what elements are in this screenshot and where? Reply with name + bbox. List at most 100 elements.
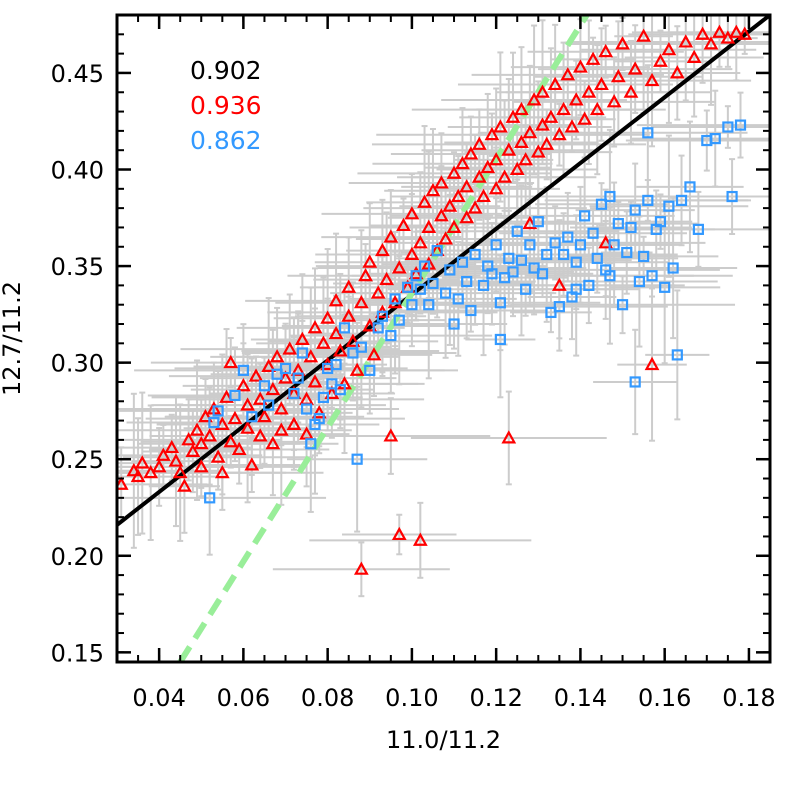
triangle-marker — [252, 391, 268, 405]
triangle-marker — [459, 210, 475, 224]
square-marker — [604, 190, 616, 203]
triangle-marker — [703, 36, 719, 50]
square-marker — [612, 217, 624, 230]
triangle-marker — [653, 53, 668, 67]
triangle-marker — [493, 119, 508, 133]
triangle-marker — [244, 457, 260, 471]
solid-fit-line — [117, 15, 770, 527]
triangle-marker — [589, 101, 605, 116]
triangle-marker — [412, 235, 428, 249]
triangle-marker — [547, 76, 563, 91]
square-marker — [461, 275, 473, 288]
square-marker — [545, 306, 557, 319]
square-marker — [579, 210, 591, 222]
triangle-marker — [471, 169, 487, 183]
triangle-marker — [164, 439, 180, 454]
triangle-marker — [181, 432, 196, 446]
square-marker — [208, 416, 220, 429]
triangle-marker — [362, 318, 378, 332]
y-tick-label: 0.45 — [51, 60, 104, 88]
y-tick-label: 0.25 — [51, 446, 104, 474]
triangle-marker — [193, 459, 209, 473]
square-marker — [486, 268, 498, 280]
triangle-marker — [328, 325, 344, 340]
triangle-marker — [366, 347, 382, 361]
square-marker — [616, 299, 629, 311]
triangle-marker — [606, 94, 622, 108]
triangle-marker — [678, 34, 694, 48]
triangle-marker — [269, 349, 285, 363]
triangle-marker — [695, 26, 710, 40]
triangle-marker — [598, 43, 614, 58]
triangle-marker — [341, 308, 357, 322]
annotation-red: 0.936 — [190, 91, 262, 120]
square-marker — [532, 216, 544, 228]
triangle-marker — [551, 126, 567, 141]
triangle-marker — [412, 532, 428, 546]
triangle-marker — [345, 333, 361, 347]
square-marker — [642, 127, 654, 139]
triangle-marker — [560, 67, 576, 81]
triangle-marker — [202, 428, 218, 442]
triangle-marker — [261, 358, 277, 373]
square-marker — [431, 245, 443, 257]
triangle-marker — [278, 370, 293, 384]
triangle-marker — [644, 72, 660, 87]
y-tick-label: 0.15 — [51, 639, 104, 667]
triangle-marker — [383, 229, 399, 243]
square-marker — [549, 237, 561, 249]
square-marker — [633, 275, 646, 288]
triangle-marker — [227, 410, 243, 425]
square-marker — [338, 322, 351, 334]
square-marker — [498, 272, 511, 284]
triangle-marker — [484, 126, 500, 141]
y-axis-title: 12.7/11.2 — [0, 281, 26, 396]
triangle-marker — [459, 179, 475, 193]
triangle-marker — [210, 449, 226, 463]
square-marker — [288, 387, 300, 400]
triangle-marker — [522, 125, 538, 139]
triangle-marker — [446, 165, 462, 179]
triangle-marker — [509, 161, 525, 176]
triangle-marker — [155, 447, 171, 461]
triangle-marker — [240, 420, 255, 434]
triangle-marker — [219, 389, 234, 403]
square-marker — [393, 314, 405, 326]
triangle-marker — [379, 271, 394, 286]
error-bars — [117, 15, 770, 598]
square-marker — [570, 256, 582, 268]
triangle-marker — [488, 152, 504, 166]
square-marker — [671, 349, 683, 361]
square-marker — [595, 198, 608, 210]
square-marker — [520, 283, 532, 295]
triangle-marker — [581, 84, 597, 98]
square-marker — [313, 413, 325, 425]
square-marker — [541, 248, 553, 261]
square-marker — [300, 403, 313, 415]
triangle-marker — [396, 217, 411, 232]
square-marker — [385, 330, 397, 342]
triangle-marker — [442, 198, 458, 212]
square-marker — [334, 384, 346, 396]
square-marker — [663, 200, 675, 212]
triangle-marker — [126, 463, 142, 477]
x-tick-label: 0.16 — [638, 684, 691, 712]
square-marker — [258, 380, 271, 392]
triangle-marker — [585, 51, 601, 65]
triangle-marker — [214, 464, 230, 479]
square-marker — [212, 405, 224, 417]
triangle-marker — [349, 362, 365, 376]
triangle-marker — [307, 374, 323, 388]
square-marker — [507, 266, 519, 278]
triangle-marker — [661, 41, 677, 56]
square-marker — [646, 270, 658, 282]
triangle-marker — [488, 181, 504, 195]
square-marker — [330, 358, 342, 371]
triangle-marker — [391, 526, 407, 541]
fit-lines — [117, 15, 770, 662]
y-tick-label: 0.35 — [51, 253, 104, 281]
square-marker — [536, 268, 549, 280]
triangle-marker — [341, 279, 357, 293]
triangle-marker — [615, 36, 630, 50]
square-marker — [423, 299, 435, 311]
